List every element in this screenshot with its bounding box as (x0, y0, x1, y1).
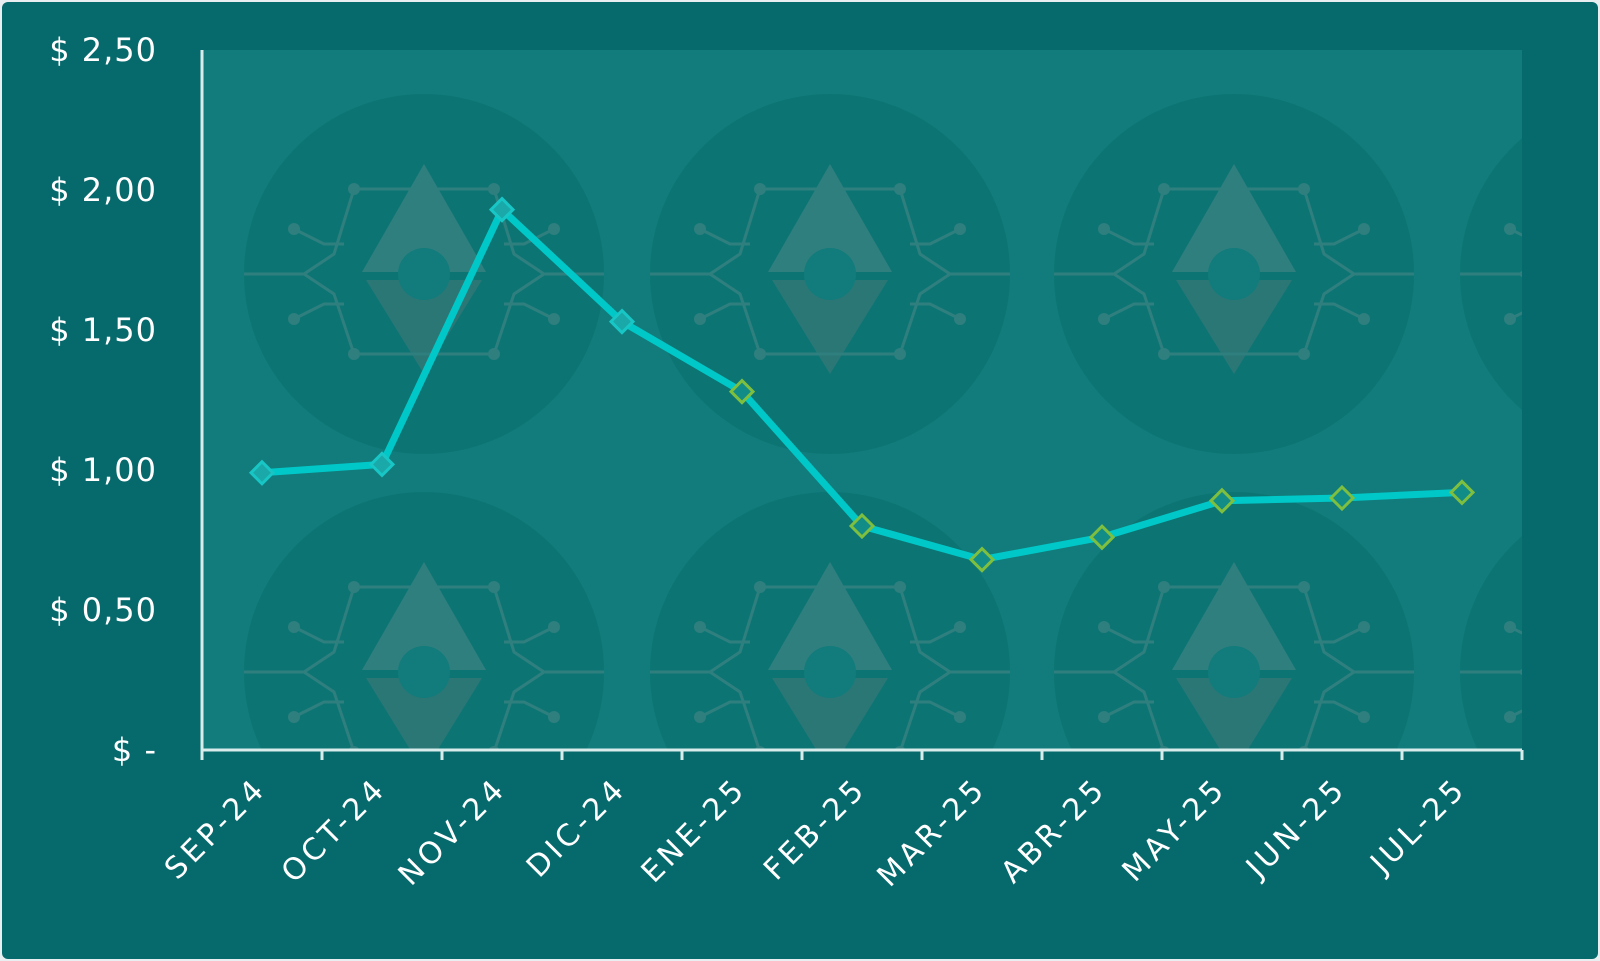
data-point-marker (728, 378, 756, 405)
x-tick-label: FEB-25 (757, 771, 874, 888)
x-tick-label: NOV-24 (392, 771, 514, 893)
data-point-marker (1088, 524, 1116, 551)
data-point-marker (1208, 487, 1236, 514)
data-point-marker (848, 512, 876, 540)
x-tick-label: SEP-24 (158, 771, 274, 887)
x-tick-label: DIC-24 (520, 771, 634, 885)
data-point-marker (1448, 479, 1476, 506)
data-point-marker (968, 546, 996, 573)
x-tick-label: JUL-25 (1363, 771, 1474, 882)
y-tick-label: $ 1,50 (49, 311, 157, 349)
series-markers (248, 196, 1476, 573)
data-point-marker (1328, 484, 1356, 512)
y-tick-label: $ 1,00 (49, 451, 157, 489)
x-tick-label: ABR-25 (994, 771, 1113, 890)
y-tick-label: $ 2,50 (49, 31, 157, 69)
axes (200, 50, 1524, 760)
x-tick-label: MAR-25 (871, 771, 994, 894)
y-tick-label: $ 0,50 (49, 591, 157, 629)
x-tick-label: OCT-24 (275, 771, 394, 890)
data-point-marker (368, 451, 396, 478)
data-point-marker (608, 308, 636, 335)
y-tick-label: $ - (112, 731, 157, 769)
data-point-marker (248, 459, 276, 486)
x-tick-label: MAY-25 (1116, 771, 1234, 889)
y-axis-labels: $ - $ 0,50 $ 1,00 $ 1,50 $ 2,00 $ 2,50 (49, 31, 157, 769)
x-tick-label: ENE-25 (635, 771, 754, 890)
data-point-marker (488, 196, 516, 223)
y-tick-label: $ 2,00 (49, 171, 157, 209)
x-tick-label: JUN-25 (1238, 771, 1353, 886)
